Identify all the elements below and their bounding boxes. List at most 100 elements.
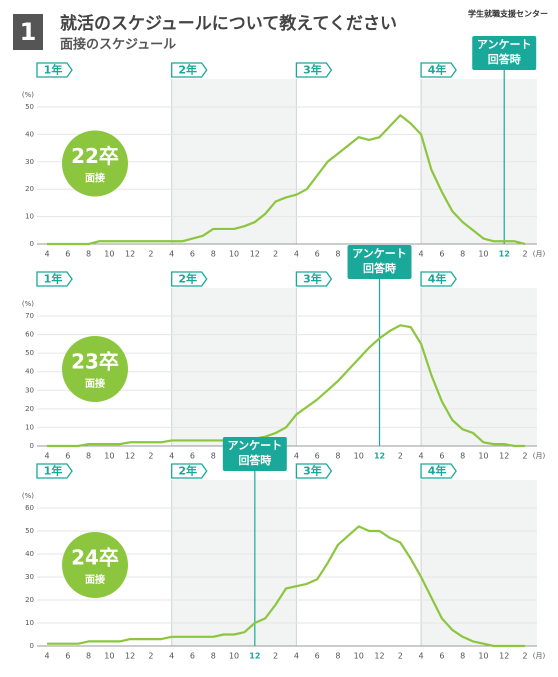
brand: 学生就職支援センター [468,9,548,19]
badge-text: 22卒 [71,144,119,168]
y-tick-label: 50 [25,527,34,535]
annotation-text: 回答時 [363,261,396,275]
annotation-box [222,437,287,471]
x-tick-label: 2 [398,652,403,661]
annotation-text: 回答時 [488,52,521,66]
year-label: 3年 [303,464,322,478]
year-tag [295,62,333,78]
year-tag [171,463,208,479]
year-label: 2年 [178,63,197,77]
x-unit: (月) [533,452,546,460]
x-tick-label: 8 [86,452,91,461]
x-tick-label: 12 [125,452,135,461]
y-tick-label: 30 [25,386,34,394]
year-tag [420,62,457,78]
x-tick-label: 6 [315,250,320,259]
badge [62,532,128,598]
x-tick-label: 10 [104,452,114,461]
year-label: 1年 [44,63,63,77]
annotation-text: アンケート [477,38,532,51]
annotation-box [347,245,412,279]
x-tick-label: 12 [374,652,384,661]
x-tick-label: 10 [104,250,114,259]
annotation-text: アンケート [352,247,407,260]
year-shade [421,288,537,446]
x-tick-label: 12 [499,250,510,259]
x-tick-label: 2 [148,250,153,259]
year-label: 4年 [428,63,447,77]
x-tick-label: 8 [211,652,216,661]
year-tag [420,463,457,479]
data-line [47,114,526,246]
y-tick-label: 20 [25,405,34,413]
y-unit: (%) [22,300,34,308]
x-tick-label: 2 [522,452,527,461]
x-tick-label: 6 [65,652,70,661]
x-tick-label: 4 [294,652,299,661]
x-tick-label: 6 [439,452,444,461]
year-label: 4年 [428,272,447,286]
badge [62,336,128,402]
y-tick-label: 60 [25,331,34,339]
x-tick-label: 8 [460,452,465,461]
y-tick-label: 40 [25,368,34,376]
year-label: 1年 [44,464,63,478]
x-tick-label: 10 [478,652,488,661]
year-label: 2年 [178,464,197,478]
x-tick-label: 10 [104,652,114,661]
badge-sub: 面接 [85,377,105,390]
x-tick-label: 4 [169,452,174,461]
x-tick-label: 6 [190,452,195,461]
x-tick-label: 10 [478,250,488,259]
x-tick-label: 10 [229,652,239,661]
x-tick-label: 2 [273,652,278,661]
x-tick-label: 6 [439,652,444,661]
subtitle: 面接のスケジュール [60,37,176,53]
x-tick-label: 6 [65,452,70,461]
x-tick-label: 8 [86,250,91,259]
annotation-text: 回答時 [238,453,271,467]
x-tick-label: 6 [315,652,320,661]
y-tick-label: 50 [25,103,34,111]
y-tick-label: 70 [25,312,34,320]
x-tick-label: 2 [398,452,403,461]
x-tick-label: 12 [125,250,135,259]
year-tag [295,463,333,479]
x-tick-label: 6 [190,652,195,661]
y-tick-label: 20 [25,596,34,604]
y-tick-label: 0 [30,442,34,450]
data-line [47,324,525,448]
year-tag [36,62,73,78]
year-tag [36,463,73,479]
x-tick-label: 6 [315,452,320,461]
x-tick-label: 6 [65,250,70,259]
x-tick-label: 4 [44,250,49,259]
y-unit: (%) [22,492,34,500]
x-tick-label: 12 [374,452,385,461]
x-tick-label: 4 [44,452,49,461]
badge-sub: 面接 [85,573,105,586]
y-tick-label: 10 [25,213,34,221]
x-tick-label: 6 [190,250,195,259]
x-tick-label: 8 [86,652,91,661]
y-tick-label: 40 [25,550,34,558]
y-tick-label: 60 [25,504,34,512]
data-line [47,525,525,648]
badge-sub: 面接 [85,172,105,185]
year-tag [171,271,208,287]
x-tick-label: 2 [273,250,278,259]
year-tag [295,271,333,287]
y-tick-label: 30 [25,573,34,581]
year-tag [36,271,73,287]
x-tick-label: 6 [439,250,444,259]
x-unit: (月) [533,652,546,660]
badge [62,130,128,197]
number: 1 [20,18,37,46]
x-tick-label: 4 [419,452,424,461]
x-tick-label: 8 [211,250,216,259]
x-tick-label: 4 [419,250,424,259]
y-tick-label: 20 [25,185,34,193]
x-tick-label: 8 [460,250,465,259]
year-tag [420,271,457,287]
x-tick-label: 4 [169,652,174,661]
